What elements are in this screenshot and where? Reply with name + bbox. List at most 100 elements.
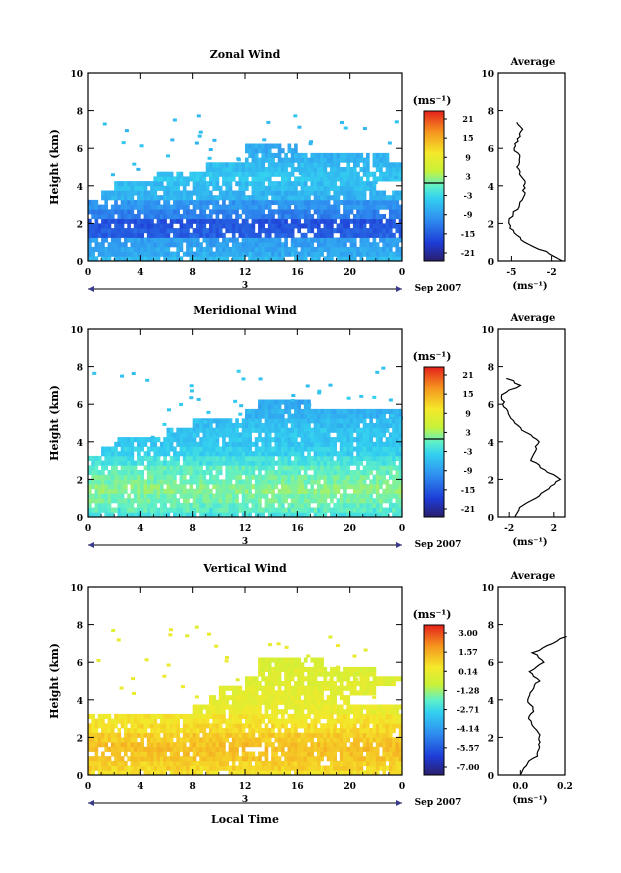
heatmap-cell <box>199 507 203 513</box>
heatmap-cell <box>300 451 305 457</box>
colorbar-tick-label: -9 <box>464 210 473 220</box>
heatmap-cell <box>277 732 282 738</box>
heatmap-cell <box>130 732 135 738</box>
heatmap-cell <box>251 162 256 168</box>
heatmap-cell <box>241 728 246 734</box>
heatmap-cell <box>114 732 118 738</box>
heatmap-cell <box>297 737 302 743</box>
heatmap-cell <box>366 171 370 177</box>
heatmap-cell <box>212 162 216 168</box>
heatmap-cell <box>261 474 266 480</box>
heatmap-cell <box>379 167 383 173</box>
heatmap-cell <box>176 498 180 504</box>
heatmap-cell <box>91 455 95 461</box>
heatmap-cell <box>333 437 337 443</box>
heatmap-cell <box>251 195 256 201</box>
heatmap-cell <box>120 484 125 490</box>
heatmap-cell <box>352 751 357 757</box>
heatmap-cell <box>215 195 220 201</box>
heatmap-cell <box>88 760 92 766</box>
heatmap-cell <box>372 446 377 452</box>
heatmap-cell <box>366 199 370 205</box>
heatmap-cell <box>339 232 344 238</box>
heatmap-cell <box>153 209 158 215</box>
heatmap-cell <box>196 397 201 401</box>
heatmap-cell <box>320 190 324 196</box>
heatmap-cell <box>277 404 282 410</box>
heatmap-cell <box>326 418 331 424</box>
heatmap-cell <box>199 228 203 234</box>
heatmap-cell <box>385 218 390 224</box>
heatmap-cell <box>163 246 167 252</box>
heatmap-cell <box>267 246 272 252</box>
heatmap-cell <box>277 432 282 438</box>
heatmap-cell <box>375 437 380 443</box>
heatmap-cell <box>388 746 393 752</box>
heatmap-cell <box>330 214 334 220</box>
heatmap-cell <box>258 460 262 466</box>
heatmap-cell <box>127 474 131 480</box>
heatmap-cell <box>258 181 262 187</box>
heatmap-cell <box>343 765 347 771</box>
heatmap-cell <box>133 199 138 205</box>
heatmap-cell <box>218 765 223 771</box>
heatmap-cell <box>339 737 344 743</box>
heatmap-cell <box>153 742 158 748</box>
heatmap-cell <box>267 498 272 504</box>
heatmap-cell <box>120 246 125 252</box>
heatmap-cell <box>346 479 351 485</box>
heatmap-cell <box>294 465 298 471</box>
heatmap-cell <box>123 760 128 766</box>
heatmap-cell <box>153 470 158 476</box>
heatmap-cell <box>307 399 311 405</box>
heatmap-cell <box>215 502 220 508</box>
heatmap-cell <box>163 488 167 494</box>
heatmap-cell <box>398 746 403 752</box>
average-y-tick-label: 6 <box>488 401 494 411</box>
heatmap-cell <box>241 460 246 466</box>
heatmap-cell <box>280 399 285 405</box>
heatmap-cell <box>369 512 373 518</box>
heatmap-cell <box>248 152 252 158</box>
heatmap-cell <box>143 493 148 499</box>
heatmap-cell <box>316 455 321 461</box>
heatmap-cell <box>137 185 141 191</box>
heatmap-cell <box>366 484 370 490</box>
heatmap-cell <box>173 488 177 494</box>
heatmap-cell <box>153 256 158 262</box>
heatmap-cell <box>307 479 311 485</box>
heatmap-cell <box>395 437 400 443</box>
heatmap-cell <box>91 232 95 238</box>
heatmap-cell <box>359 157 364 163</box>
heatmap-cell <box>123 502 128 508</box>
heatmap-cell <box>258 195 262 201</box>
heatmap-cell <box>392 190 396 196</box>
heatmap-cell <box>101 228 105 234</box>
heatmap-cell <box>346 427 351 433</box>
heatmap-cell <box>339 427 344 433</box>
heatmap-cell <box>254 728 259 734</box>
heatmap-cell <box>215 423 220 429</box>
heatmap-cell <box>130 746 135 752</box>
heatmap-cell <box>192 441 197 447</box>
heatmap-cell <box>245 199 249 205</box>
heatmap-cell <box>218 451 223 457</box>
heatmap-cell <box>251 493 256 499</box>
heatmap-cell <box>297 460 302 466</box>
heatmap-cell <box>323 751 328 757</box>
heatmap-cell <box>107 232 112 238</box>
heatmap-cell <box>199 251 203 257</box>
heatmap-cell <box>139 144 144 148</box>
heatmap-cell <box>212 204 216 210</box>
heatmap-cell <box>209 237 213 243</box>
heatmap-cell <box>310 237 315 243</box>
heatmap-cell <box>222 218 226 224</box>
heatmap-cell <box>258 232 262 238</box>
heatmap-cell <box>218 756 223 762</box>
heatmap-cell <box>176 195 180 201</box>
heatmap-cell <box>362 195 367 201</box>
heatmap-cell <box>195 770 200 776</box>
heatmap-cell <box>205 451 210 457</box>
heatmap-cell <box>333 408 337 414</box>
heatmap-cell <box>195 760 200 766</box>
